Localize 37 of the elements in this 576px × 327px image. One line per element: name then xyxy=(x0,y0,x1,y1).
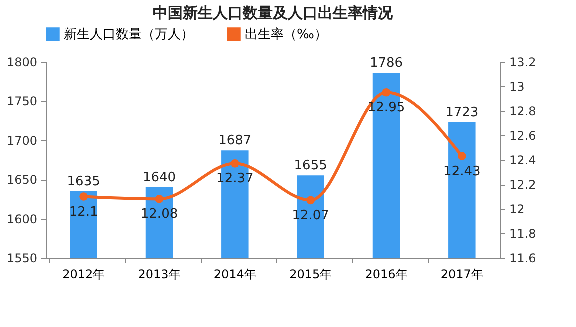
legend-label: 新生人口数量（万人） xyxy=(64,27,194,42)
point xyxy=(458,152,466,160)
legend-label: 出生率（‰） xyxy=(245,26,328,42)
y2-tick-label: 11.6 xyxy=(510,252,536,266)
data-label: 1786 xyxy=(370,56,404,71)
y-tick-label: 1750 xyxy=(6,94,38,109)
y2-tick-label: 11.8 xyxy=(510,227,536,241)
y2-tick-label: 13.2 xyxy=(510,56,536,70)
x-tick-label: 2014年 xyxy=(214,268,256,282)
x-tick-label: 2012年 xyxy=(62,268,106,282)
y-tick-label: 1600 xyxy=(6,212,38,226)
data-label: 1655 xyxy=(294,158,328,174)
y-tick-label: 1700 xyxy=(6,134,38,148)
y-tick-label: 1550 xyxy=(6,252,38,266)
x-tick-label: 2013年 xyxy=(138,268,181,282)
y2-tick-label: 12.4 xyxy=(510,154,536,168)
point xyxy=(230,160,240,168)
chart-title: 中国新生人口数量及人口出生率情况 xyxy=(153,4,394,22)
data-label: 1640 xyxy=(142,170,176,186)
y2-tick-label: 12.8 xyxy=(510,104,536,118)
data-label: 12.1 xyxy=(69,204,98,220)
x-tick-label: 2017年 xyxy=(440,268,484,282)
data-label: 1635 xyxy=(67,174,100,190)
y2-tick-label: 12.2 xyxy=(510,178,536,192)
y-tick-label: 1800 xyxy=(6,56,38,70)
point xyxy=(80,192,88,201)
y2-tick-label: 12.6 xyxy=(510,129,536,143)
y2-tick-label: 12 xyxy=(510,202,525,216)
data-label: 1687 xyxy=(218,134,252,149)
data-label: 1723 xyxy=(446,105,479,120)
y-tick-label: 1650 xyxy=(6,173,38,188)
point xyxy=(155,195,164,204)
y2-tick-label: 13 xyxy=(510,80,525,94)
point xyxy=(382,88,391,97)
point xyxy=(306,196,316,205)
x-tick-label: 2015年 xyxy=(290,268,332,282)
x-tick-label: 2016年 xyxy=(365,268,408,282)
